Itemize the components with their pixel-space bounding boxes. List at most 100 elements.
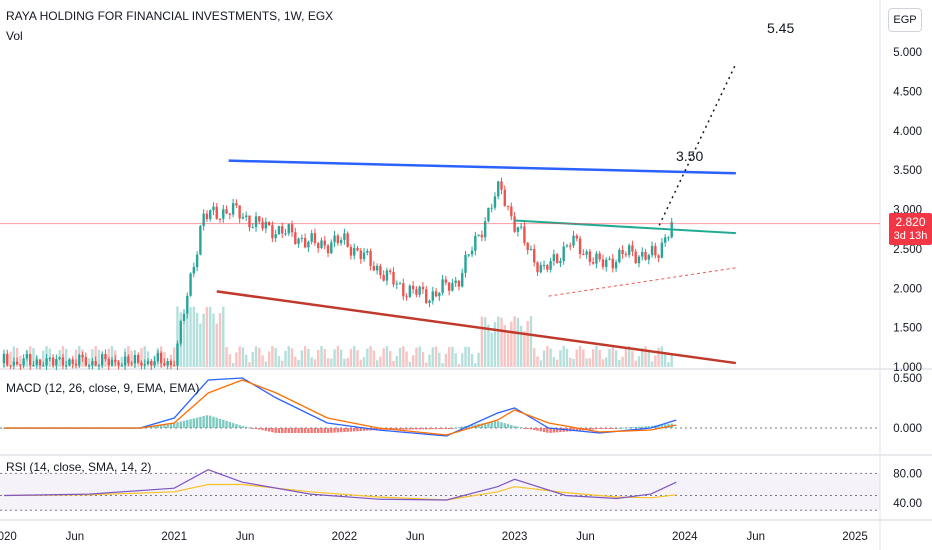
macd-histogram-bar: [605, 428, 608, 429]
candle-body: [647, 255, 650, 260]
volume-bar: [264, 361, 268, 367]
candle-body: [19, 364, 22, 366]
candle-body: [104, 354, 107, 360]
macd-histogram-bar: [212, 416, 215, 428]
candle-body: [51, 357, 55, 366]
volume-bar: [598, 349, 601, 367]
rsi-ma-line: [3, 483, 677, 501]
candle-body: [336, 235, 340, 244]
volume-bar: [97, 349, 101, 367]
volume-bar: [451, 346, 454, 367]
volume-bar: [408, 361, 412, 367]
candle-body: [637, 256, 641, 264]
volume-bar: [241, 347, 245, 367]
candle-body: [438, 292, 441, 297]
candle-body: [159, 352, 163, 364]
candle-body: [136, 354, 140, 363]
volume-bar: [657, 347, 660, 367]
candle-body: [133, 354, 137, 364]
macd-histogram-bar: [330, 428, 333, 433]
volume-bar: [42, 350, 45, 367]
candle-body: [45, 358, 48, 366]
macd-histogram-bar: [510, 425, 513, 428]
candle-body: [526, 242, 529, 250]
candle-body: [595, 253, 598, 264]
volume-bar: [248, 362, 251, 367]
candle-body: [660, 242, 664, 258]
macd-histogram-bar: [362, 428, 366, 431]
volume-bar: [290, 348, 294, 367]
volume-bar: [330, 358, 333, 367]
rsi-line: [3, 469, 677, 501]
macd-histogram-bar: [245, 426, 248, 428]
time-tick-label: 2020: [0, 531, 17, 543]
macd-histogram-bar: [218, 418, 222, 428]
candle-body: [235, 203, 238, 206]
volume-bar: [231, 362, 235, 367]
volume-bar: [444, 353, 448, 367]
trendline-drawings[interactable]: [216, 63, 737, 365]
candle-body: [182, 313, 186, 322]
volume-bar: [457, 363, 461, 367]
macd-histogram-bar: [421, 428, 425, 430]
candle-body: [353, 248, 356, 256]
candle-body: [153, 361, 156, 366]
macd-histogram-bar: [317, 428, 320, 433]
rising-support-trendline: [548, 267, 736, 297]
macd-histogram-bar: [323, 428, 326, 433]
macd-histogram-bar: [271, 428, 274, 433]
volume-bar: [477, 352, 480, 367]
macd-histogram-bar: [595, 428, 598, 430]
macd-histogram-bar: [228, 421, 232, 428]
macd-histogram-bar: [313, 428, 317, 433]
candle-body: [35, 359, 38, 365]
volume-bar: [19, 355, 22, 367]
volume-bar: [87, 358, 91, 367]
candle-body: [2, 353, 6, 364]
volume-bar: [578, 346, 582, 367]
candle-body: [474, 235, 477, 251]
macd-histogram-bar: [274, 428, 277, 433]
volume-bar: [575, 349, 578, 367]
candle-body: [654, 245, 657, 256]
candle-body: [506, 205, 510, 207]
candle-body: [264, 221, 268, 229]
volume-bar: [64, 348, 68, 367]
candle-body: [418, 286, 421, 295]
currency-button[interactable]: EGP: [888, 8, 922, 32]
volume-bar: [143, 346, 146, 367]
candle-body: [225, 209, 228, 214]
volume-bar: [349, 349, 353, 367]
candle-body: [343, 233, 346, 241]
macd-histogram-bar: [353, 428, 356, 432]
volume-bar: [546, 346, 549, 367]
volume-bar: [490, 332, 493, 367]
candle-body: [61, 357, 65, 366]
candle-body: [578, 238, 582, 255]
candle-body: [303, 238, 307, 248]
volume-bar: [627, 346, 631, 367]
candle-body: [241, 216, 245, 219]
volume-bar: [12, 346, 16, 367]
candle-body: [97, 365, 101, 367]
candle-body: [100, 354, 104, 366]
candle-body: [408, 285, 412, 297]
candle-body: [497, 181, 500, 197]
candle-body: [467, 254, 470, 256]
volume-bar: [441, 363, 444, 367]
candle-body: [359, 250, 362, 260]
macd-histogram-bar: [176, 422, 179, 428]
candle-body: [634, 251, 637, 264]
volume-bar: [618, 359, 621, 367]
candle-body: [248, 215, 251, 228]
volume-bar: [569, 357, 572, 367]
candle-body: [68, 359, 71, 366]
candle-body: [320, 240, 323, 249]
macd-histogram-bar: [542, 428, 546, 433]
macd-histogram-bar: [461, 426, 464, 428]
volume-bar: [415, 347, 418, 367]
candle-body: [258, 216, 261, 222]
volume-bar: [130, 350, 133, 367]
volume-bar: [418, 346, 421, 367]
